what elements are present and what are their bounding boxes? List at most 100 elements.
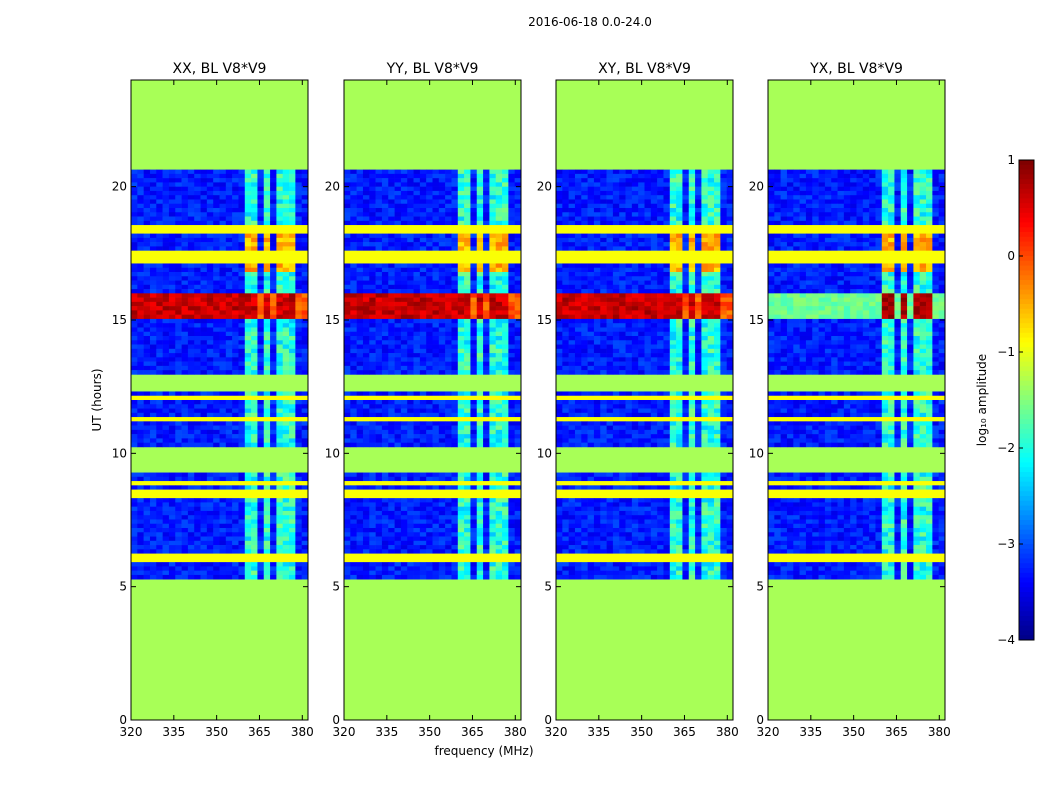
heatmap-cell xyxy=(168,370,176,375)
heatmap-cell xyxy=(263,336,271,341)
heatmap-cell xyxy=(187,532,195,537)
heatmap-cell xyxy=(206,404,214,409)
heatmap-cell xyxy=(194,220,201,226)
heatmap-cell xyxy=(219,216,227,222)
heatmap-cell xyxy=(438,208,446,213)
heatmap-cell xyxy=(663,195,671,200)
heatmap-cell xyxy=(238,434,246,439)
heatmap-cell xyxy=(181,442,189,448)
heatmap-cell xyxy=(631,195,639,200)
heatmap-cell xyxy=(381,195,389,200)
heatmap-cell xyxy=(600,169,607,175)
heatmap-cell xyxy=(194,536,201,542)
heatmap-cell xyxy=(213,498,220,503)
heatmap-cell xyxy=(483,237,490,243)
heatmap-cell xyxy=(701,280,709,286)
heatmap-cell xyxy=(369,425,376,431)
heatmap-cell xyxy=(419,485,427,490)
heatmap-cell xyxy=(457,353,465,358)
heatmap-cell xyxy=(168,220,176,226)
heatmap-cell xyxy=(276,515,284,520)
heatmap-cell xyxy=(344,318,351,324)
heatmap-cell xyxy=(131,400,138,405)
heatmap-cell xyxy=(206,348,214,354)
heatmap-cell xyxy=(457,190,465,196)
heatmap-cell xyxy=(257,438,265,443)
heatmap-cell xyxy=(432,442,440,448)
heatmap-cell xyxy=(514,540,522,546)
heatmap-cell xyxy=(162,212,170,217)
heatmap-cell xyxy=(593,272,601,277)
heatmap-cell xyxy=(688,284,696,290)
heatmap-cell xyxy=(483,438,490,443)
heatmap-cell xyxy=(270,502,277,507)
heatmap-cell xyxy=(181,297,189,303)
heatmap-cell xyxy=(451,190,459,196)
heatmap-cell xyxy=(476,472,484,478)
heatmap-cell xyxy=(514,199,522,205)
heatmap-cell xyxy=(213,216,220,222)
heatmap-cell xyxy=(445,545,452,550)
heatmap-cell xyxy=(244,293,252,298)
heatmap-cell xyxy=(413,523,421,529)
heatmap-cell xyxy=(282,574,290,580)
heatmap-cell xyxy=(149,361,157,367)
heatmap-cell xyxy=(631,237,639,243)
heatmap-cell xyxy=(457,408,465,414)
heatmap-cell xyxy=(225,246,233,251)
heatmap-cell xyxy=(263,272,271,277)
heatmap-cell xyxy=(194,429,201,435)
heatmap-cell xyxy=(432,280,440,286)
heatmap-cell xyxy=(394,370,402,375)
heatmap-cell xyxy=(638,267,645,273)
heatmap-cell xyxy=(289,220,296,226)
heatmap-cell xyxy=(213,438,220,443)
heatmap-cell xyxy=(156,442,163,448)
heatmap-cell xyxy=(194,233,201,239)
heatmap-cell xyxy=(350,263,357,269)
heatmap-cell xyxy=(175,336,182,341)
heatmap-cell xyxy=(495,532,503,537)
heatmap-cell xyxy=(388,212,395,217)
heatmap-cell xyxy=(413,365,421,371)
heatmap-cell xyxy=(187,353,195,358)
heatmap-cell xyxy=(470,566,478,571)
heatmap-cell xyxy=(514,237,522,243)
heatmap-cell xyxy=(638,212,645,217)
heatmap-cell xyxy=(600,284,607,290)
heatmap-cell xyxy=(244,506,252,512)
heatmap-cell xyxy=(137,357,144,362)
heatmap-cell xyxy=(451,323,459,328)
heatmap-cell xyxy=(168,506,176,512)
heatmap-cell xyxy=(556,203,563,209)
heatmap-cell xyxy=(581,203,588,209)
heatmap-cell xyxy=(726,216,734,222)
heatmap-cell xyxy=(181,272,189,277)
heatmap-cell xyxy=(143,169,151,175)
heatmap-cell xyxy=(232,472,239,478)
heatmap-cell xyxy=(381,340,389,345)
heatmap-cell xyxy=(356,348,364,354)
heatmap-cell xyxy=(131,340,138,345)
heatmap-cell xyxy=(695,237,702,243)
heatmap-cell xyxy=(489,404,497,409)
heatmap-cell xyxy=(375,540,383,546)
heatmap-cell xyxy=(244,429,252,435)
heatmap-cell xyxy=(394,178,402,183)
heatmap-cell xyxy=(238,532,246,537)
heatmap-cell xyxy=(276,336,284,341)
heatmap-cell xyxy=(388,404,395,409)
heatmap-cell xyxy=(369,476,376,482)
heatmap-cell xyxy=(464,178,471,183)
heatmap-cell xyxy=(587,242,595,247)
heatmap-cell xyxy=(143,357,151,362)
heatmap-cell xyxy=(162,438,170,443)
heatmap-cell xyxy=(263,242,271,247)
heatmap-cell xyxy=(156,263,163,269)
heatmap-cell xyxy=(276,348,284,354)
heatmap-cell xyxy=(369,323,376,328)
heatmap-cell xyxy=(289,404,296,409)
heatmap-cell xyxy=(476,276,484,281)
heatmap-cell xyxy=(295,280,302,286)
heatmap-cell xyxy=(445,429,452,435)
